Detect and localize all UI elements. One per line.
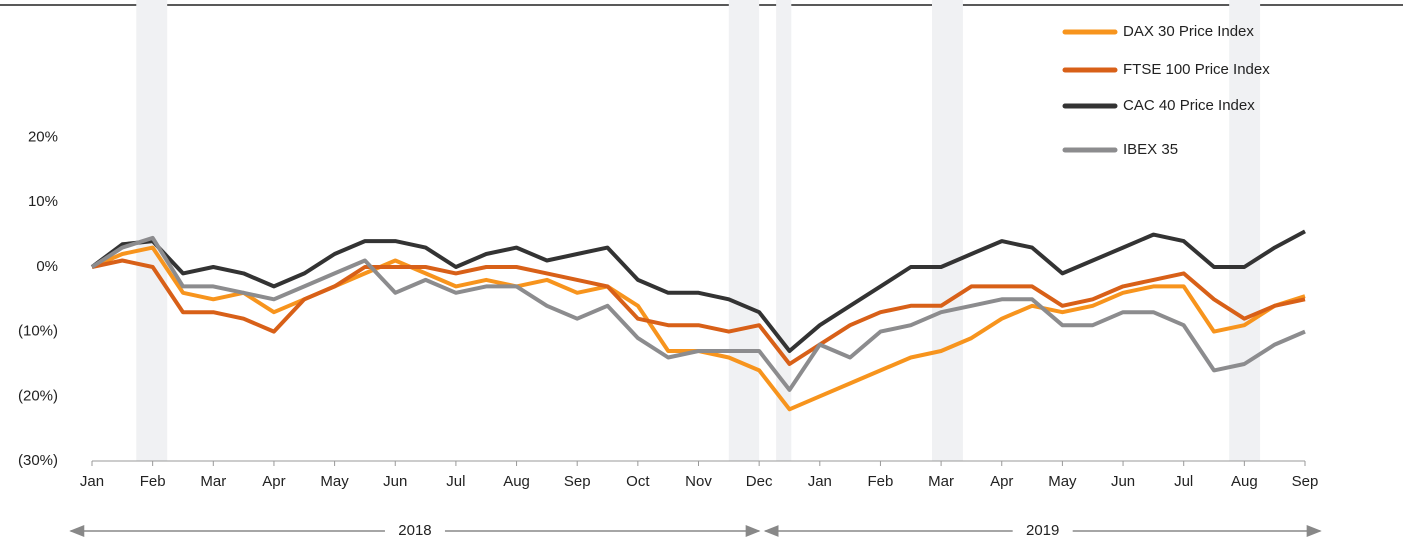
series-line <box>91 258 1306 366</box>
x-tick-label: Jun <box>383 473 407 490</box>
x-tick-label: Oct <box>626 473 650 490</box>
x-tick-label: Apr <box>262 473 285 490</box>
y-tick-label: 0% <box>36 258 58 275</box>
x-tick-label: Jul <box>446 473 465 490</box>
year-label: 2018 <box>398 522 431 539</box>
x-tick-label: Jan <box>808 473 832 490</box>
y-tick-label: 20% <box>28 129 58 146</box>
legend-label: FTSE 100 Price Index <box>1123 61 1270 78</box>
x-tick-label: Sep <box>1292 473 1319 490</box>
x-tick-label: Feb <box>868 473 894 490</box>
y-tick-label: 10% <box>28 193 58 210</box>
x-tick-label: Aug <box>1231 473 1258 490</box>
legend-label: DAX 30 Price Index <box>1123 23 1254 40</box>
x-tick-label: Mar <box>200 473 226 490</box>
legend-label: CAC 40 Price Index <box>1123 97 1255 114</box>
x-tick-label: Mar <box>928 473 954 490</box>
year-label: 2019 <box>1026 522 1059 539</box>
shaded-period <box>1229 0 1261 461</box>
y-tick-label: (30%) <box>18 452 58 469</box>
x-tick-label: May <box>1048 473 1077 490</box>
series-line <box>91 245 1306 412</box>
x-tick-label: May <box>320 473 349 490</box>
x-tick-label: Feb <box>140 473 166 490</box>
x-tick-label: Apr <box>990 473 1013 490</box>
shaded-period <box>136 0 168 461</box>
shaded-period <box>728 0 760 461</box>
legend-label: IBEX 35 <box>1123 141 1178 158</box>
x-tick-label: Aug <box>503 473 530 490</box>
x-tick-label: Dec <box>746 473 773 490</box>
y-tick-label: (20%) <box>18 387 58 404</box>
x-tick-label: Jun <box>1111 473 1135 490</box>
x-tick-label: Nov <box>685 473 712 490</box>
x-tick-label: Jul <box>1174 473 1193 490</box>
x-tick-label: Sep <box>564 473 591 490</box>
x-tick-label: Jan <box>80 473 104 490</box>
shaded-period <box>932 0 963 461</box>
series-line <box>90 229 1306 353</box>
y-tick-label: (10%) <box>18 323 58 340</box>
series-line <box>90 235 1306 392</box>
